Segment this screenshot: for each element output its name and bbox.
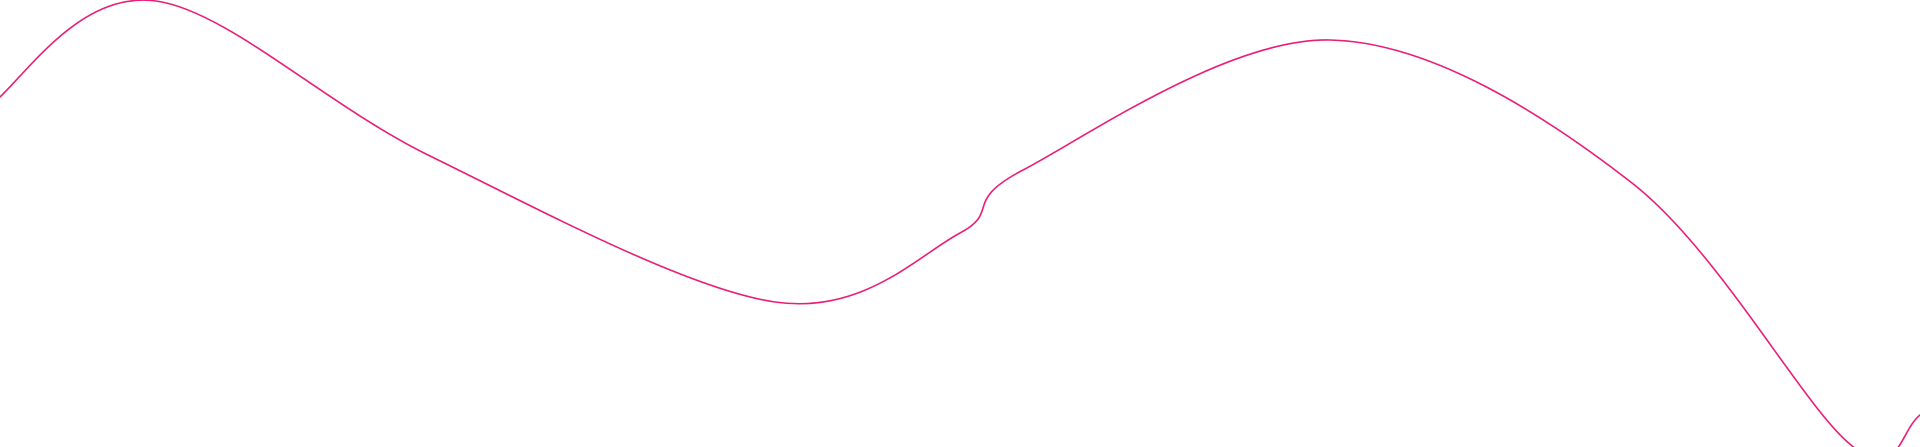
wave-line	[0, 0, 1920, 447]
decorative-wave	[0, 0, 1920, 447]
